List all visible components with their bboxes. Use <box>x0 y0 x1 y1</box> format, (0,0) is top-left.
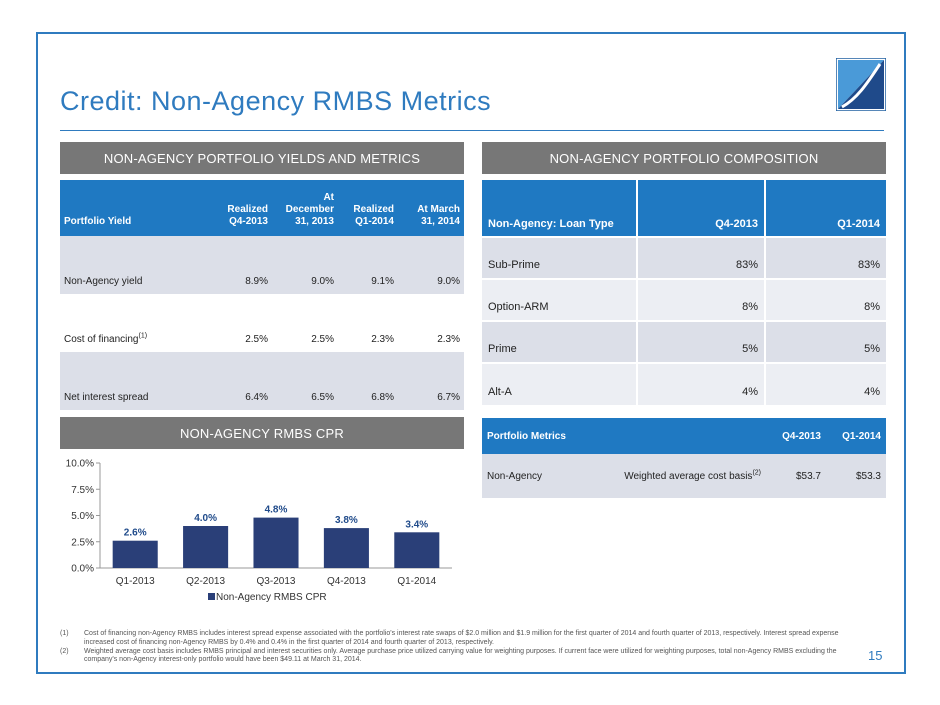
title-divider <box>60 130 884 131</box>
bar <box>183 526 229 568</box>
table-row: Non-Agency Weighted average cost basis(2… <box>482 454 886 498</box>
row-label: Net interest spread <box>60 352 210 410</box>
yields-header-col: At December 31, 2013 <box>272 180 338 236</box>
x-tick-label: Q2-2013 <box>186 576 225 587</box>
bar <box>394 532 440 568</box>
composition-header-col: Q4-2013 <box>637 180 766 237</box>
cell-value: 83% <box>765 236 886 279</box>
yields-table: Portfolio Yield Realized Q4-2013 At Decem… <box>60 180 464 410</box>
row-label: Non-Agency <box>482 454 572 498</box>
data-label: 3.8% <box>335 515 358 526</box>
footnote: (1) Cost of financing non-Agency RMBS in… <box>60 630 839 646</box>
row-description: Weighted average cost basis(2) <box>572 454 766 498</box>
cell-value: $53.7 <box>766 454 826 498</box>
page-title: Credit: Non-Agency RMBS Metrics <box>60 86 492 116</box>
cell-value: 2.3% <box>338 294 398 352</box>
row-label: Non-Agency yield <box>60 236 210 294</box>
x-tick-label: Q1-2013 <box>116 576 155 587</box>
yields-header-label: Portfolio Yield <box>60 180 210 236</box>
metrics-table: Portfolio Metrics Q4-2013 Q1-2014 Non-Ag… <box>482 418 886 498</box>
table-row: Prime 5% 5% <box>482 320 886 363</box>
cell-value: 6.4% <box>210 352 272 410</box>
legend-label: Non-Agency RMBS CPR <box>216 592 327 603</box>
cell-value: 2.5% <box>210 294 272 352</box>
row-label: Option-ARM <box>482 278 638 321</box>
table-row: Cost of financing(1) 2.5% 2.5% 2.3% 2.3% <box>60 294 464 352</box>
legend-swatch <box>208 593 215 600</box>
yields-section-bar: NON-AGENCY PORTFOLIO YIELDS AND METRICS <box>60 142 464 174</box>
x-tick-label: Q4-2013 <box>327 576 366 587</box>
cell-value: 83% <box>637 236 766 279</box>
cell-value: 6.7% <box>398 352 464 410</box>
cell-value: 9.0% <box>398 236 464 294</box>
y-tick-label: 7.5% <box>71 485 94 496</box>
page-number: 15 <box>868 648 883 663</box>
cell-value: 6.5% <box>272 352 338 410</box>
bar <box>253 517 299 568</box>
cell-value: 9.0% <box>272 236 338 294</box>
yields-header-col: At March 31, 2014 <box>398 180 464 236</box>
composition-section-bar: NON-AGENCY PORTFOLIO COMPOSITION <box>482 142 886 174</box>
cell-value: 5% <box>637 320 766 363</box>
cell-value: 8% <box>765 278 886 321</box>
cpr-bar-chart: 0.0% 2.5% 5.0% 7.5% 10.0% 2.6% Q1-2013 4.0% Q2-2… <box>66 459 452 603</box>
metrics-header-col: Q1-2014 <box>826 418 886 454</box>
cell-value: 6.8% <box>338 352 398 410</box>
row-label: Cost of financing(1) <box>60 294 210 352</box>
table-row: Option-ARM 8% 8% <box>482 278 886 321</box>
table-row: Net interest spread 6.4% 6.5% 6.8% 6.7% <box>60 352 464 410</box>
yields-header-col: Realized Q1-2014 <box>338 180 398 236</box>
metrics-header-label: Portfolio Metrics <box>482 418 766 454</box>
x-tick-label: Q3-2013 <box>257 576 296 587</box>
data-label: 4.0% <box>194 513 217 524</box>
data-label: 3.4% <box>405 519 428 530</box>
footnote-ref: (2) <box>752 469 761 477</box>
footnote: (2) Weighted average cost basis includes… <box>60 647 837 664</box>
cpr-section-bar: NON-AGENCY RMBS CPR <box>60 417 464 449</box>
composition-table: Non-Agency: Loan Type Q4-2013 Q1-2014 Su… <box>482 180 886 405</box>
composition-header-label: Non-Agency: Loan Type <box>482 180 638 237</box>
row-label: Alt-A <box>482 362 638 405</box>
cell-value: 9.1% <box>338 236 398 294</box>
footnote-ref: (1) <box>138 332 148 340</box>
cell-value: 5% <box>765 320 886 363</box>
cell-value: 4% <box>765 362 886 405</box>
table-row: Sub-Prime 83% 83% <box>482 236 886 279</box>
y-tick-label: 10.0% <box>66 459 94 470</box>
row-label: Sub-Prime <box>482 236 638 279</box>
bar <box>112 540 158 568</box>
y-tick-label: 2.5% <box>71 537 94 548</box>
composition-header-col: Q1-2014 <box>765 180 886 237</box>
cell-value: 4% <box>637 362 766 405</box>
table-row: Non-Agency yield 8.9% 9.0% 9.1% 9.0% <box>60 236 464 294</box>
yields-header-col: Realized Q4-2013 <box>210 180 272 236</box>
data-label: 4.8% <box>265 505 288 516</box>
cell-value: 2.5% <box>272 294 338 352</box>
footnotes: (1) Cost of financing non-Agency RMBS in… <box>60 630 850 665</box>
cell-value: 8% <box>637 278 766 321</box>
cell-value: $53.3 <box>826 454 886 498</box>
company-logo-icon <box>836 58 886 111</box>
data-label: 2.6% <box>124 528 147 539</box>
table-row: Alt-A 4% 4% <box>482 362 886 405</box>
slide-frame <box>36 32 906 674</box>
cell-value: 8.9% <box>210 236 272 294</box>
row-label: Prime <box>482 320 638 363</box>
bar <box>323 528 369 568</box>
metrics-header-col: Q4-2013 <box>766 418 826 454</box>
x-tick-label: Q1-2014 <box>397 576 436 587</box>
y-tick-label: 0.0% <box>71 564 94 575</box>
y-tick-label: 5.0% <box>71 511 94 522</box>
cell-value: 2.3% <box>398 294 464 352</box>
